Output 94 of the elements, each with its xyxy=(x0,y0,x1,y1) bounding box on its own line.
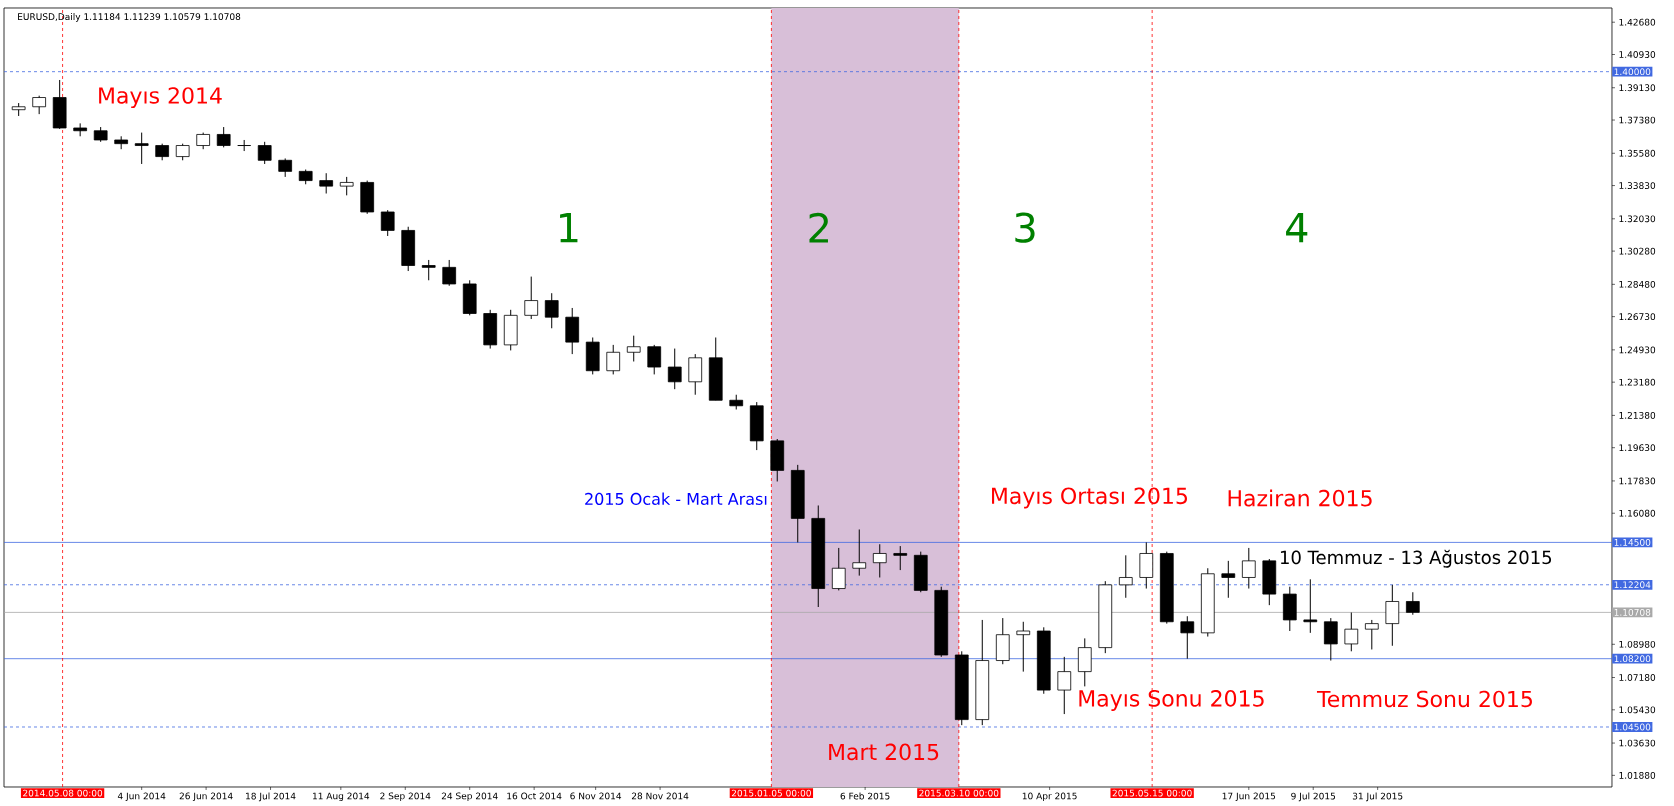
y-tick-label: 1.08980 xyxy=(1619,640,1656,648)
y-tick-label: 1.33830 xyxy=(1619,182,1656,189)
ref-line-label: 1.10708 xyxy=(1614,608,1651,616)
candlestick xyxy=(1077,637,1092,687)
y-tick-label: 1.21380 xyxy=(1619,411,1656,419)
y-tick-label: 1.17830 xyxy=(1619,477,1656,485)
x-tick-label: 17 Jun 2015 xyxy=(1222,792,1276,801)
x-tick-label: 4 Jun 2014 xyxy=(117,792,166,801)
candlestick xyxy=(1241,547,1256,590)
candlestick xyxy=(852,528,867,577)
x-tick-label: 11 Aug 2014 xyxy=(313,792,370,802)
y-tick-label: 1.37380 xyxy=(1619,116,1656,124)
annotation: Mart 2015 xyxy=(829,743,939,761)
x-tick-label: 6 Feb 2015 xyxy=(840,792,890,800)
y-tick-label: 1.05430 xyxy=(1619,706,1656,714)
y-tick-label: 1.42680 xyxy=(1619,18,1656,26)
y-tick-label: 1.07180 xyxy=(1619,674,1656,681)
candlestick xyxy=(442,259,457,287)
ref-line-label: 1.14500 xyxy=(1614,538,1651,546)
y-tick-label: 1.28480 xyxy=(1619,280,1656,288)
y-tick-label: 1.26730 xyxy=(1619,313,1656,321)
x-tick-label: 31 Jul 2015 xyxy=(1352,792,1403,802)
candlestick xyxy=(278,157,293,178)
x-tick-label: 26 Jun 2014 xyxy=(179,792,233,801)
candlestick xyxy=(1057,656,1072,715)
ref-line-label: 1.08200 xyxy=(1614,655,1651,663)
candlestick xyxy=(237,139,252,152)
ref-line-label: 2015.03.10 00:00 xyxy=(919,789,999,797)
annotation: 4 xyxy=(1286,213,1308,243)
annotation: Temmuz Sonu 2015 xyxy=(1316,690,1532,708)
annotation: Haziran 2015 xyxy=(1228,489,1372,507)
candlestick xyxy=(893,545,908,571)
candlestick xyxy=(1344,612,1359,652)
candlestick xyxy=(1405,591,1420,616)
annotation: 10 Temmuz - 13 Ağustos 2015 xyxy=(1280,549,1552,568)
candlestick xyxy=(1180,615,1195,660)
candlestick xyxy=(1118,554,1133,599)
candlestick xyxy=(626,335,641,362)
ref-line-label: 1.04500 xyxy=(1614,723,1651,731)
annotation: 3 xyxy=(1015,212,1035,243)
text: EURUSD,Daily 1.11184 1.11239 1.10579 1.10708 xyxy=(18,13,241,22)
y-tick-label: 1.39130 xyxy=(1619,84,1656,92)
y-tick-label: 1.01880 xyxy=(1619,771,1656,779)
x-tick-label: 9 Jul 2015 xyxy=(1291,792,1336,802)
candlestick xyxy=(647,344,662,375)
annotation: Mayıs 2014 xyxy=(99,87,222,109)
band-label: 2015 Ocak - Mart Arası xyxy=(585,492,767,505)
candlestick xyxy=(421,259,436,281)
x-tick-label: 16 Oct 2014 xyxy=(507,792,562,800)
x-tick-label: 10 Apr 2015 xyxy=(1022,792,1077,802)
ref-line-label: 1.40000 xyxy=(1614,68,1651,76)
candlestick xyxy=(667,348,682,390)
candlestick xyxy=(1139,541,1154,590)
candlestick xyxy=(134,132,149,165)
annotation: Mayıs Sonu 2015 xyxy=(1079,690,1264,711)
y-tick-label: 1.35580 xyxy=(1619,149,1656,157)
candlestick xyxy=(1323,617,1338,662)
candlestick xyxy=(319,172,334,195)
candlestick xyxy=(524,276,539,320)
candlestick xyxy=(831,547,846,591)
candlestick xyxy=(216,126,231,148)
candlestick xyxy=(380,209,395,237)
annotation: 2 xyxy=(809,212,828,243)
y-tick-label: 1.40930 xyxy=(1619,51,1656,58)
y-tick-label: 1.23180 xyxy=(1619,378,1656,386)
candlestick xyxy=(544,292,559,329)
x-tick-label: 24 Sep 2014 xyxy=(441,792,498,802)
candlestick xyxy=(1221,560,1236,599)
y-tick-label: 1.24930 xyxy=(1619,346,1656,354)
y-tick-label: 1.30280 xyxy=(1619,247,1656,255)
candlestick xyxy=(1303,578,1318,634)
annotation: Mayıs Ortası 2015 xyxy=(992,487,1187,509)
x-tick-label: 28 Nov 2014 xyxy=(631,792,689,800)
ref-line-label: 1.12204 xyxy=(1614,581,1651,589)
x-tick-label: 2 Sep 2014 xyxy=(380,792,431,802)
y-tick-label: 1.16080 xyxy=(1619,509,1656,517)
candlestick xyxy=(1385,584,1400,647)
candlestick xyxy=(257,141,272,165)
ref-line-label: 2015.01.05 00:00 xyxy=(731,789,811,797)
y-tick-label: 1.19630 xyxy=(1619,444,1656,452)
ref-line-label: 2015.05.15 00:00 xyxy=(1112,789,1192,797)
candlestick xyxy=(1364,619,1379,650)
x-tick-label: 6 Nov 2014 xyxy=(570,792,622,800)
candlestick xyxy=(32,95,47,115)
ref-line-label: 2014.05.08 00:00 xyxy=(23,789,103,797)
candlestick xyxy=(606,344,621,375)
candlestick xyxy=(1016,621,1031,673)
candlestick xyxy=(688,353,703,396)
x-tick-label: 18 Jul 2014 xyxy=(246,792,296,802)
y-tick-label: 1.03630 xyxy=(1619,739,1656,747)
annotation: 1 xyxy=(560,213,578,243)
candlestick xyxy=(872,543,887,578)
y-tick-label: 1.32030 xyxy=(1619,215,1656,223)
candlestick xyxy=(339,176,354,196)
